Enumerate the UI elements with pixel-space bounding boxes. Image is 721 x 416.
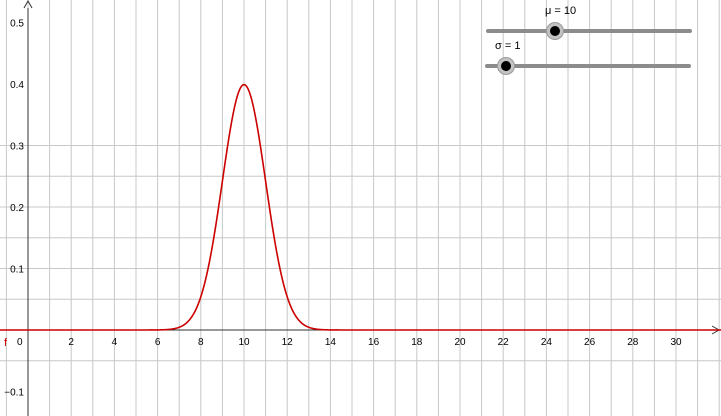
x-tick-label: 10 <box>238 337 250 348</box>
x-tick-label: 18 <box>411 337 423 348</box>
x-tick-label: 12 <box>282 337 294 348</box>
y-tick-label: 0.2 <box>10 203 24 214</box>
y-tick-label: 0.1 <box>10 265 24 276</box>
y-tick-label: 0.5 <box>10 19 24 30</box>
function-label: f <box>4 337 8 349</box>
y-tick-label: −0.1 <box>4 388 24 399</box>
mu-slider[interactable] <box>486 21 692 41</box>
x-tick-label: 22 <box>498 337 510 348</box>
y-axis-arrow <box>23 0 33 9</box>
x-tick-label: 16 <box>368 337 380 348</box>
mu-slider-track[interactable] <box>486 29 692 33</box>
x-tick-label: 24 <box>541 337 553 348</box>
x-tick-label: 0 <box>17 337 23 348</box>
x-tick-label: 26 <box>584 337 596 348</box>
sigma-slider-caption: σ = 1 <box>495 40 521 52</box>
sigma-slider-knob[interactable] <box>497 58 514 74</box>
x-tick-label: 6 <box>155 337 161 348</box>
sigma-slider[interactable] <box>485 56 691 76</box>
mu-slider-knob[interactable] <box>546 23 563 39</box>
x-tick-label: 14 <box>325 337 337 348</box>
x-tick-label: 4 <box>112 337 118 348</box>
x-tick-label: 28 <box>627 337 639 348</box>
normal-curve[interactable] <box>0 83 721 331</box>
y-tick-label: 0.3 <box>10 142 24 153</box>
y-tick-label: 0.4 <box>10 80 24 91</box>
mu-slider-caption: μ = 10 <box>545 5 577 17</box>
x-tick-label: 8 <box>198 337 204 348</box>
sigma-slider-track[interactable] <box>485 64 691 68</box>
tick-labels: 0 2 4 6 8 10 12 14 16 18 20 22 24 26 28 300.50.40.30.20… <box>4 19 682 399</box>
x-tick-label: 30 <box>670 337 682 348</box>
x-tick-label: 2 <box>68 337 74 348</box>
x-tick-label: 20 <box>454 337 466 348</box>
